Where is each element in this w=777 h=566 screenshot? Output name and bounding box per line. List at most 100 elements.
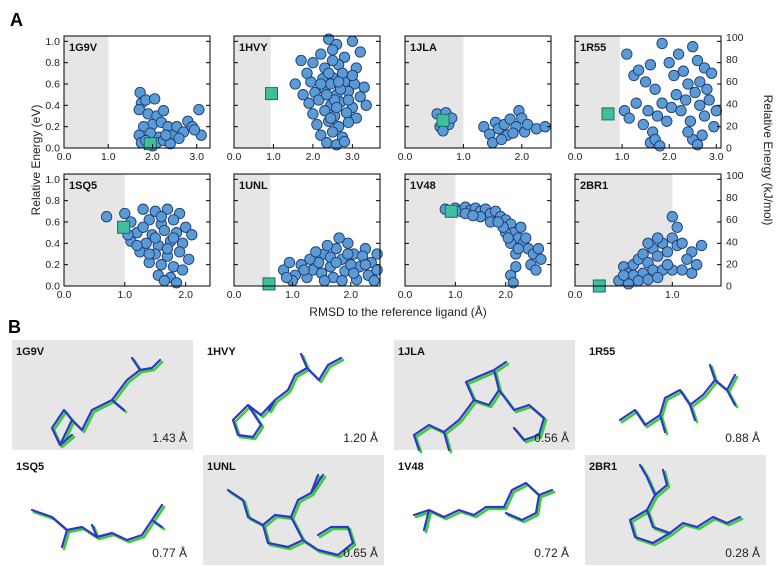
data-point <box>149 93 161 105</box>
y-tick-label-left: 1.0 <box>45 174 60 186</box>
predicted-ligand-bonds <box>620 365 739 436</box>
data-point <box>303 97 315 109</box>
data-point <box>354 91 366 103</box>
data-point <box>656 37 668 50</box>
ligand-overlay-1JLA: 1JLA 0.56 Å <box>394 340 575 454</box>
data-point <box>684 115 697 127</box>
plot-title: 2BR1 <box>580 180 608 192</box>
data-point <box>301 67 313 79</box>
x-axis-title: RMSD to the reference ligand (Å) <box>309 304 486 319</box>
data-point <box>694 99 706 111</box>
y-tick-label-right: 100 <box>726 170 744 182</box>
data-point <box>315 48 327 60</box>
plot-frame <box>404 35 552 149</box>
data-point <box>313 94 325 106</box>
y-tick-label-left: 0.0 <box>45 143 60 155</box>
data-point <box>510 261 522 273</box>
shaded-region <box>575 36 620 148</box>
data-point <box>161 203 174 215</box>
ligand-overlay-1UNL: 1UNL 0.65 Å <box>203 455 384 565</box>
data-point <box>336 275 348 287</box>
x-tick-label: 0.0 <box>568 151 583 163</box>
x-tick-label: 1.0 <box>101 151 116 163</box>
data-point <box>137 203 149 215</box>
y-tick-label-right: 80 <box>726 54 738 66</box>
data-point <box>321 137 333 149</box>
data-point <box>338 51 351 63</box>
data-point <box>649 83 661 95</box>
ligand-structure <box>50 356 164 449</box>
data-point <box>512 243 524 255</box>
reference-ligand-bonds <box>412 360 546 452</box>
data-point <box>137 221 149 233</box>
data-point <box>670 89 682 101</box>
plot-title: 1HVY <box>239 42 268 54</box>
data-point <box>342 116 355 129</box>
data-point <box>330 101 343 114</box>
rmsd-value: 0.65 Å <box>343 545 378 560</box>
y-tick-label-right: 100 <box>726 32 744 44</box>
plot-frame <box>574 173 722 287</box>
data-point <box>315 78 327 90</box>
ligand-overlay-1V48: 1V48 0.72 Å <box>398 461 569 560</box>
y-tick-label-left: 0.2 <box>45 259 60 271</box>
y-tick-label-right: 60 <box>726 214 738 226</box>
data-point <box>307 108 319 120</box>
data-point <box>652 250 664 262</box>
data-point <box>478 121 490 133</box>
reference-marker <box>262 277 276 291</box>
plot-title: 1UNL <box>239 180 268 192</box>
data-point <box>696 129 708 141</box>
data-point <box>167 214 180 226</box>
data-point <box>149 232 161 244</box>
data-point <box>637 248 649 260</box>
data-point <box>346 69 359 82</box>
reference-ligand-bonds <box>618 363 737 434</box>
data-point <box>131 239 143 252</box>
data-point <box>325 112 337 124</box>
data-point <box>639 76 652 88</box>
data-point <box>289 78 301 90</box>
reference-marker <box>601 107 615 121</box>
data-point <box>311 118 323 131</box>
data-point <box>520 232 532 244</box>
x-tick-label: 0.0 <box>227 151 242 163</box>
data-point <box>368 275 380 287</box>
data-point <box>158 275 171 287</box>
data-point <box>333 232 345 244</box>
x-tick-label: 0.0 <box>57 289 72 301</box>
x-tick-label: 0.0 <box>227 289 242 301</box>
data-point <box>686 267 698 279</box>
y-tick-label-left: 1.0 <box>45 36 60 48</box>
data-point <box>530 264 542 276</box>
predicted-ligand-bonds <box>414 483 556 534</box>
data-point <box>359 259 372 271</box>
data-point <box>666 211 678 223</box>
reference-ligand-bonds <box>231 352 343 439</box>
reference-marker <box>436 113 450 127</box>
x-tick-label: 1.0 <box>456 151 471 163</box>
panel-a-label: A <box>10 10 23 30</box>
data-point <box>354 46 366 58</box>
data-point <box>644 59 657 71</box>
plot-title: 1SQ5 <box>69 180 97 192</box>
plot-title: 1JLA <box>410 42 437 54</box>
plot-frame <box>233 35 381 149</box>
y-tick-label-right: 0 <box>726 281 732 293</box>
reference-ligand-bonds <box>30 503 164 549</box>
data-point <box>656 97 668 109</box>
data-point <box>665 101 678 114</box>
data-point <box>695 239 708 252</box>
overlay-background <box>585 455 766 565</box>
structure-name: 1UNL <box>207 461 236 473</box>
rmsd-value: 1.20 Å <box>343 430 378 445</box>
data-point <box>504 113 516 125</box>
data-point <box>642 105 654 117</box>
data-point <box>495 133 508 146</box>
data-point <box>346 35 359 47</box>
ligand-overlay-grid: 1G9V 1.43 Å 1HVY 1.20 Å 1JLA 0.56 Å 1R55 0.88 Å… <box>12 340 766 565</box>
scatter-plot-1R55: 1R55 0.0 1.0 2.0 3.00 20 40 60 80 100 <box>568 32 744 163</box>
scatter-plot-1UNL: 1UNL 0.0 1.0 2.0 <box>227 173 383 301</box>
data-point <box>532 243 545 255</box>
